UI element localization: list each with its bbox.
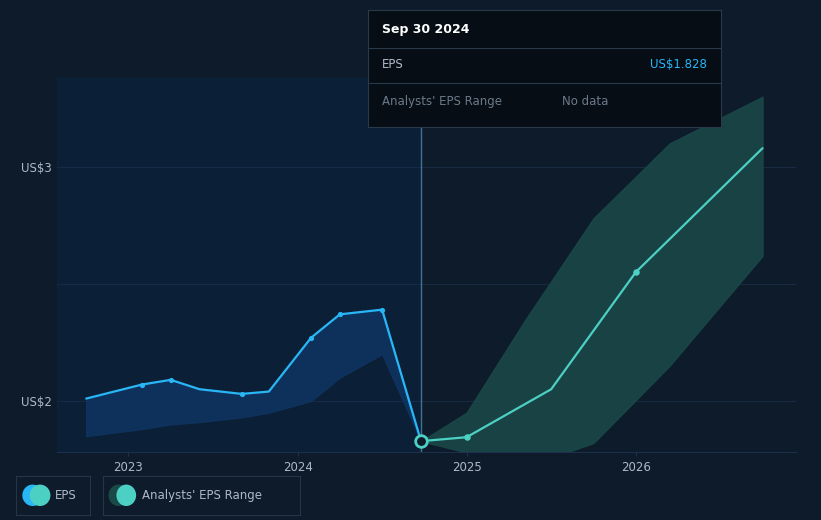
Text: Sep 30 2024: Sep 30 2024	[382, 22, 470, 35]
Bar	[57, 78, 421, 452]
Point	[629, 268, 642, 277]
Text: EPS: EPS	[382, 58, 404, 71]
Text: Analysts' EPS Range: Analysts' EPS Range	[382, 95, 502, 108]
Text: Analysts' EPS Range: Analysts' EPS Range	[142, 489, 262, 502]
Text: No data: No data	[562, 95, 608, 108]
Point	[375, 305, 388, 314]
Point	[135, 381, 149, 389]
Text: Analysts Forecasts: Analysts Forecasts	[428, 87, 538, 100]
Point	[415, 437, 428, 445]
Point	[235, 390, 248, 398]
Ellipse shape	[22, 485, 43, 506]
Point	[333, 310, 346, 318]
Point	[460, 433, 473, 441]
Ellipse shape	[117, 485, 136, 506]
Point	[305, 334, 318, 342]
Text: EPS: EPS	[55, 489, 76, 502]
Ellipse shape	[30, 485, 50, 506]
Text: US$1.828: US$1.828	[650, 58, 707, 71]
Ellipse shape	[108, 485, 128, 506]
Text: Actual: Actual	[377, 87, 415, 100]
Point	[164, 375, 177, 384]
